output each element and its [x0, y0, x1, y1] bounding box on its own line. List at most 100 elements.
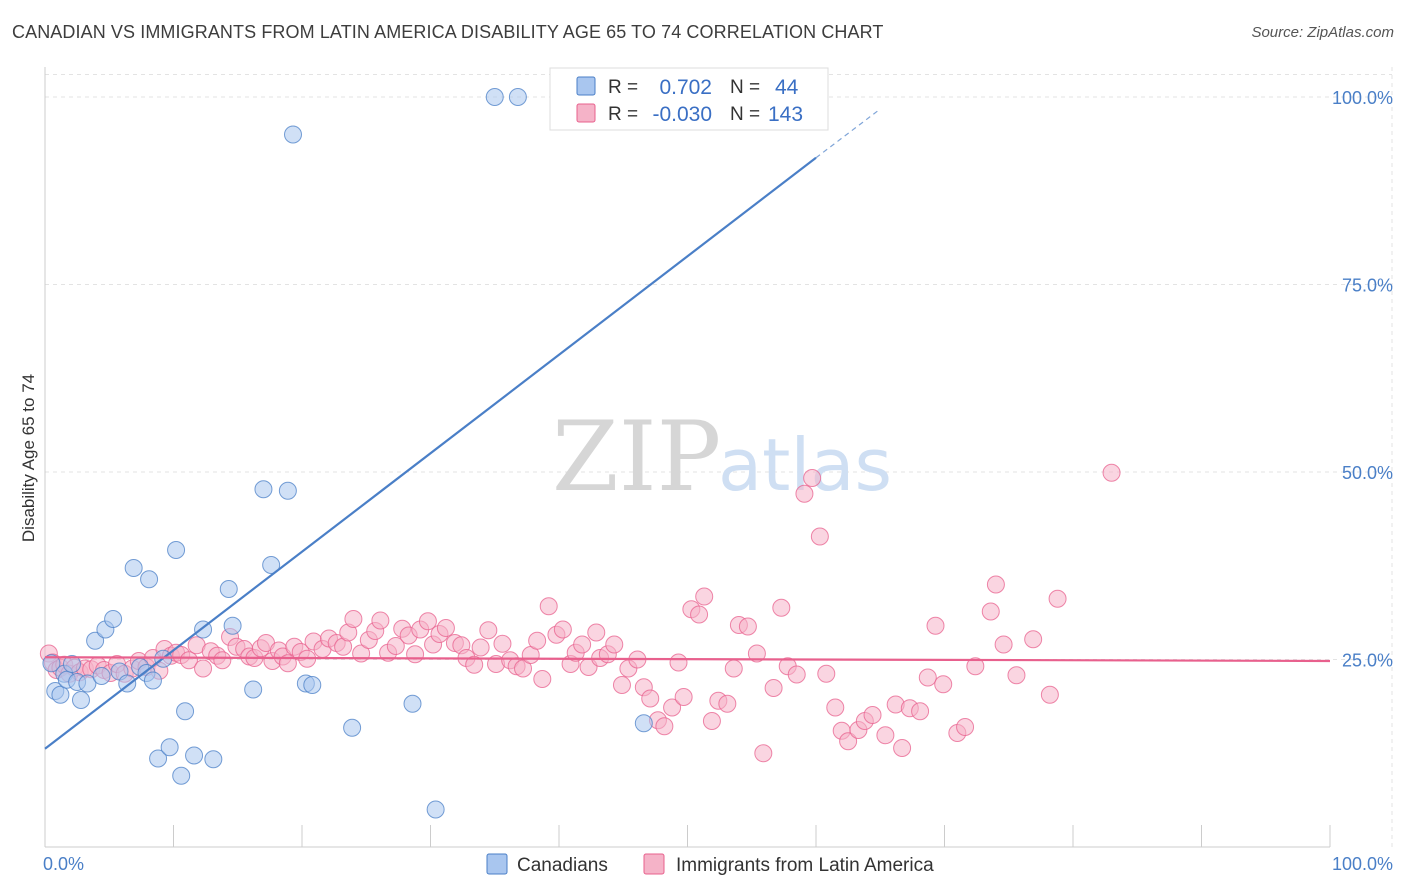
canadian-point-37: [303, 676, 322, 694]
bottom-legend-label-canadians: Canadians: [517, 855, 608, 876]
canadian-point-26: [185, 746, 204, 765]
latin-america-point-143: [1102, 463, 1121, 482]
canadian-point-38: [343, 718, 362, 737]
canadian-point-23: [167, 541, 186, 559]
latin-america-point-140: [1024, 630, 1043, 649]
canadian-point-29: [219, 580, 238, 598]
latin-america-point-132: [934, 675, 953, 694]
legend-n-label-latin: N =: [730, 104, 760, 125]
latin-america-point-124: [863, 706, 882, 724]
axes: [44, 67, 1331, 848]
canadian-point-30: [223, 616, 242, 635]
y-tick-label-1: 50.0%: [1342, 463, 1393, 483]
y-tick-labels: 25.0% 50.0% 75.0% 100.0%: [1332, 88, 1393, 671]
latin-america-point-50: [344, 610, 363, 628]
canadian-point-42: [508, 88, 527, 106]
latin-america-point-68: [465, 655, 484, 674]
watermark: ZIP atlas: [552, 401, 892, 513]
y-tick-label-3: 100.0%: [1332, 88, 1393, 108]
legend-r-value-canadians: 0.702: [659, 76, 712, 99]
canadian-point-12: [104, 610, 123, 628]
canadian-point-20: [149, 749, 168, 768]
latin-america-point-114: [787, 665, 806, 684]
latin-america-point-54: [371, 611, 390, 630]
chart-title: CANADIAN VS IMMIGRANTS FROM LATIN AMERIC…: [12, 22, 884, 42]
latin-america-point-81: [553, 620, 572, 639]
legend-n-value-latin: 143: [768, 103, 803, 126]
latin-america-point-127: [893, 739, 912, 757]
canadian-point-22: [160, 738, 179, 757]
canadian-point-35: [284, 125, 303, 144]
latin-america-point-89: [605, 635, 624, 654]
canadian-point-33: [262, 556, 281, 574]
x-tick-label-1: 100.0%: [1332, 854, 1393, 874]
bottom-legend-label-latin: Immigrants from Latin America: [676, 855, 934, 876]
canadian-point-15: [124, 559, 143, 577]
latin-america-point-99: [674, 688, 693, 706]
trend-line-canadians-extension: [815, 108, 881, 159]
latin-america-point-72: [493, 634, 512, 653]
trend-line-latin: [44, 656, 1331, 663]
canadian-point-19: [143, 671, 162, 690]
latin-america-point-29: [213, 651, 232, 670]
latin-america-point-116: [803, 469, 822, 487]
canadian-point-5: [62, 655, 81, 673]
canadian-point-8: [78, 674, 97, 693]
latin-america-point-125: [876, 726, 895, 745]
canadian-point-28: [204, 750, 223, 769]
y-axis-label: Disability Age 65 to 74: [19, 374, 38, 542]
canadian-point-43: [634, 714, 653, 733]
latin-america-point-142: [1048, 589, 1067, 608]
bottom-legend-swatch-latin: [643, 853, 665, 875]
latin-america-point-118: [817, 664, 836, 683]
bottom-legend-swatch-canadians: [486, 853, 508, 875]
legend-r-label-canadians: R =: [608, 77, 638, 98]
latin-america-point-75: [514, 659, 533, 678]
latin-america-point-139: [1007, 666, 1026, 685]
latin-america-point-134: [956, 718, 975, 736]
trend-lines: [44, 108, 1331, 750]
latin-america-point-137: [986, 575, 1005, 594]
latin-america-point-64: [436, 619, 455, 637]
latin-america-point-103: [702, 712, 721, 730]
latin-america-point-112: [772, 598, 791, 617]
latin-america-point-121: [839, 732, 858, 751]
canadians-points: [42, 88, 653, 819]
latin-america-point-106: [724, 659, 743, 678]
canadian-point-41: [485, 88, 504, 106]
legend-swatch-latin: [576, 103, 596, 123]
legend: R = 0.702 N = 44 R = -0.030 N = 143: [549, 67, 829, 131]
latin-america-point-70: [479, 621, 498, 640]
latin-america-point-78: [533, 670, 552, 688]
canadian-point-34: [278, 481, 297, 500]
latin-america-point-59: [406, 645, 425, 664]
latin-america-point-84: [573, 635, 592, 654]
latin-america-point-108: [738, 617, 757, 636]
canadian-point-39: [403, 694, 422, 713]
canadian-point-24: [172, 766, 191, 785]
bottom-legend: Canadians Immigrants from Latin America: [486, 853, 934, 876]
latin-america-point-69: [471, 638, 490, 657]
canadian-point-10: [92, 667, 111, 685]
legend-swatch-canadians: [576, 76, 596, 96]
latin-america-point-26: [194, 659, 213, 678]
source-credit: Source: ZipAtlas.com: [1251, 24, 1394, 41]
latin-america-point-135: [966, 657, 985, 676]
x-tick-labels: 0.0% 100.0%: [43, 854, 1393, 874]
latin-america-point-136: [981, 602, 1000, 621]
latin-america-point-102: [695, 587, 714, 606]
canadian-point-7: [71, 691, 90, 709]
y-tick-label-0: 25.0%: [1342, 651, 1393, 671]
latin-america-point-138: [994, 635, 1013, 654]
latin-america-point-79: [539, 597, 558, 616]
trend-line-canadians: [44, 156, 817, 750]
latin-america-point-94: [641, 689, 660, 708]
legend-n-value-canadians: 44: [775, 76, 799, 99]
canadian-point-25: [176, 702, 195, 721]
latin-america-point-61: [418, 612, 437, 631]
latin-america-point-77: [528, 631, 547, 650]
latin-america-point-101: [690, 605, 709, 624]
latin-america-point-110: [754, 744, 773, 763]
latin-america-point-129: [911, 702, 930, 721]
